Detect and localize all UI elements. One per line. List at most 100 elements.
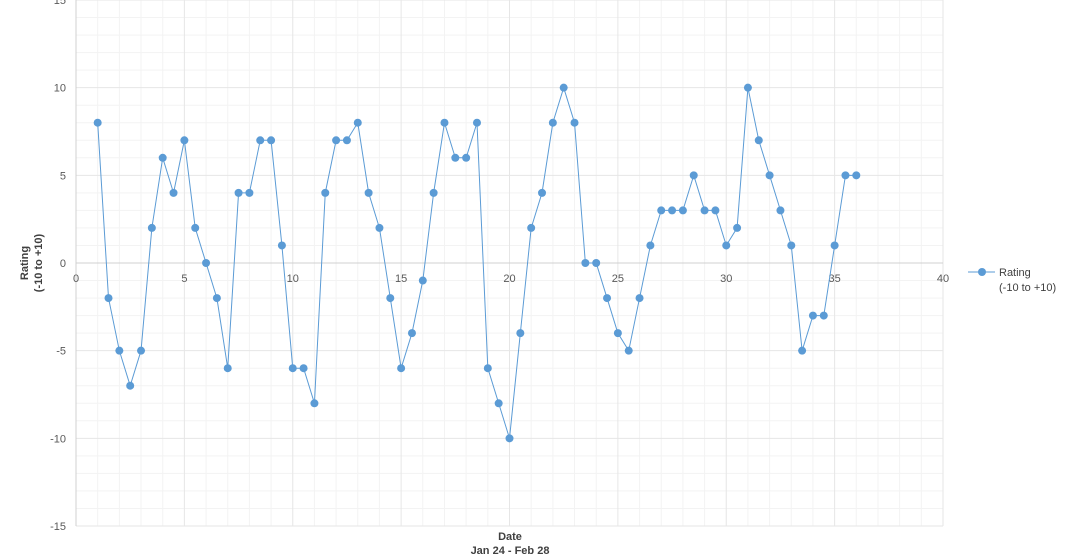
y-tick-label: 0 <box>60 258 66 270</box>
y-tick-label: 5 <box>60 170 66 182</box>
data-point <box>624 346 633 355</box>
legend: Rating (-10 to +10) <box>968 267 1056 294</box>
x-tick-label: 20 <box>503 273 515 285</box>
data-point <box>191 223 200 232</box>
data-point <box>754 136 763 145</box>
y-tick-label: -15 <box>50 521 66 533</box>
data-point <box>115 346 124 355</box>
data-point <box>765 171 774 180</box>
y-tick-label: 15 <box>54 0 66 7</box>
data-point <box>386 294 395 303</box>
data-point <box>267 136 276 145</box>
y-axis-subtitle: (-10 to +10) <box>33 233 45 292</box>
data-point <box>158 153 167 162</box>
data-point <box>180 136 189 145</box>
data-point <box>418 276 427 285</box>
data-point <box>494 399 503 408</box>
x-tick-label: 10 <box>287 273 299 285</box>
data-point <box>462 153 471 162</box>
data-point <box>126 381 135 390</box>
data-point <box>819 311 828 320</box>
data-point <box>440 118 449 127</box>
data-point <box>505 434 514 443</box>
data-point <box>407 329 416 338</box>
legend-marker-icon <box>978 268 986 276</box>
data-point <box>364 188 373 197</box>
data-point <box>808 311 817 320</box>
x-tick-label: 35 <box>829 273 841 285</box>
data-point <box>668 206 677 215</box>
data-point <box>678 206 687 215</box>
axes <box>75 0 943 526</box>
x-tick-label: 5 <box>181 273 187 285</box>
data-point <box>635 294 644 303</box>
data-point <box>234 188 243 197</box>
x-tick-label: 25 <box>612 273 624 285</box>
x-axis-subtitle: Jan 24 - Feb 28 <box>471 545 550 557</box>
data-point <box>169 188 178 197</box>
x-tick-label: 15 <box>395 273 407 285</box>
data-point <box>397 364 406 373</box>
data-point <box>223 364 232 373</box>
data-point <box>332 136 341 145</box>
x-tick-label: 30 <box>720 273 732 285</box>
data-point <box>429 188 438 197</box>
data-point <box>375 223 384 232</box>
data-point <box>212 294 221 303</box>
data-point <box>451 153 460 162</box>
data-point <box>733 223 742 232</box>
data-point <box>353 118 362 127</box>
data-point <box>559 83 568 92</box>
legend-label-line1: Rating <box>999 267 1031 279</box>
x-tick-label: 40 <box>937 273 949 285</box>
data-point <box>830 241 839 250</box>
data-point <box>657 206 666 215</box>
data-point <box>288 364 297 373</box>
data-point <box>202 259 211 267</box>
y-axis-title: Rating <box>19 246 31 280</box>
data-point <box>472 118 481 127</box>
data-point <box>137 346 146 355</box>
data-point <box>852 171 861 180</box>
x-axis-title: Date <box>498 531 522 543</box>
data-point <box>570 118 579 127</box>
series-rating <box>93 83 861 443</box>
data-point <box>646 241 655 250</box>
x-tick-label: 0 <box>73 273 79 285</box>
data-point <box>700 206 709 215</box>
data-point <box>104 294 113 303</box>
legend-label-line2: (-10 to +10) <box>999 282 1056 294</box>
data-point <box>613 329 622 338</box>
data-point <box>299 364 308 373</box>
data-point <box>711 206 720 215</box>
data-point <box>787 241 796 250</box>
data-point <box>743 83 752 92</box>
data-point <box>689 171 698 180</box>
data-point <box>342 136 351 145</box>
y-tick-label: 10 <box>54 83 66 95</box>
data-point <box>483 364 492 373</box>
data-point <box>722 241 731 250</box>
data-point <box>310 399 319 408</box>
data-point <box>516 329 525 338</box>
data-point <box>841 171 850 180</box>
data-point <box>581 259 590 267</box>
data-point <box>538 188 547 197</box>
data-point <box>245 188 254 197</box>
data-point <box>776 206 785 215</box>
data-point <box>277 241 286 250</box>
data-point <box>321 188 330 197</box>
data-point <box>798 346 807 355</box>
data-point <box>527 223 536 232</box>
y-tick-label: -5 <box>56 346 66 358</box>
data-point <box>592 259 601 267</box>
data-point <box>603 294 612 303</box>
data-point <box>93 118 102 127</box>
x-axis-ticks: 0 5 10 15 20 25 30 35 40 <box>73 273 949 285</box>
data-point <box>256 136 265 145</box>
y-tick-label: -10 <box>50 433 66 445</box>
data-point <box>147 223 156 232</box>
y-axis-ticks: -15 -10 -5 0 5 10 15 <box>50 0 66 533</box>
data-point <box>548 118 557 127</box>
